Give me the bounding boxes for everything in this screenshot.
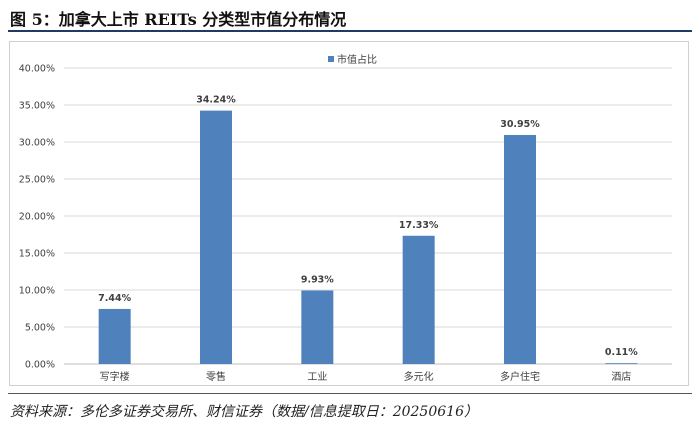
- x-tick-label: 酒店: [611, 370, 631, 383]
- y-tick-label: 40.00%: [19, 64, 55, 75]
- legend: 市值占比: [328, 53, 377, 66]
- x-tick-labels: 写字楼 零售 工业 多元化 多户住宅 酒店: [100, 370, 632, 383]
- bar: [402, 235, 435, 364]
- x-tick-label: 零售: [206, 370, 226, 383]
- bar: [605, 363, 638, 364]
- y-tick-labels: 0.00% 5.00% 10.00% 15.00% 20.00% 25.00% 30.00%…: [19, 64, 55, 371]
- data-label: 17.33%: [399, 220, 439, 231]
- x-tick-label: 多元化: [404, 370, 434, 383]
- x-tick-label: 多户住宅: [500, 370, 540, 383]
- figure-title: 图 5：加拿大上市 REITs 分类型市值分布情况: [10, 10, 347, 29]
- y-tick-label: 10.00%: [19, 286, 55, 297]
- source-note: 资料来源：多伦多证券交易所、财信证券（数据/信息提取日：20250616）: [10, 404, 478, 420]
- data-label: 7.44%: [98, 293, 131, 304]
- bar: [98, 308, 131, 364]
- y-tick-label: 5.00%: [25, 323, 55, 334]
- y-tick-label: 25.00%: [19, 175, 55, 186]
- source-rule: [8, 393, 692, 394]
- chart-frame: [9, 41, 689, 386]
- gridlines: [64, 67, 672, 365]
- x-tick-label: 写字楼: [100, 370, 130, 383]
- data-label: 30.95%: [500, 119, 540, 130]
- x-tick-label: 工业: [307, 371, 327, 383]
- data-label: 34.24%: [196, 95, 236, 106]
- title-rule: [8, 30, 692, 32]
- legend-swatch: [328, 56, 334, 62]
- bar: [200, 110, 232, 365]
- data-label: 0.11%: [605, 347, 638, 358]
- bars: [98, 110, 638, 365]
- bar: [504, 134, 536, 364]
- y-tick-label: 0.00%: [25, 360, 55, 371]
- y-tick-label: 20.00%: [19, 212, 55, 223]
- y-tick-label: 35.00%: [19, 101, 55, 112]
- data-labels: 7.44% 34.24% 9.93% 17.33% 30.95% 0.11%: [98, 95, 638, 359]
- y-tick-label: 15.00%: [19, 249, 55, 260]
- data-label: 9.93%: [301, 275, 334, 286]
- legend-label: 市值占比: [337, 53, 377, 66]
- y-tick-label: 30.00%: [19, 138, 55, 149]
- bar: [301, 290, 334, 364]
